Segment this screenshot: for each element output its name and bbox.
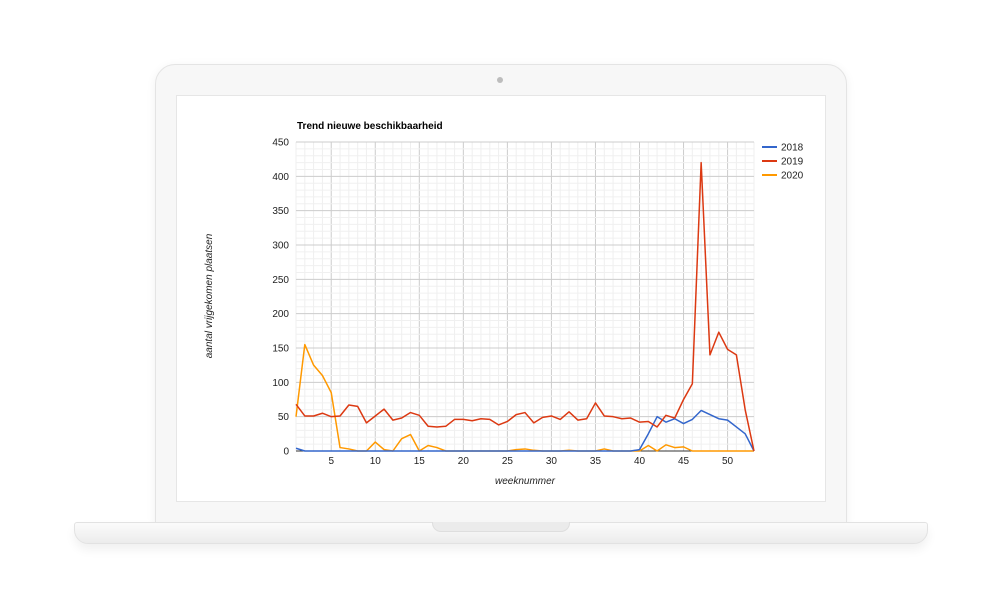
x-tick-label: 15 xyxy=(414,456,426,467)
x-tick-label: 35 xyxy=(590,456,602,467)
legend-label-2018: 2018 xyxy=(781,143,804,154)
y-tick-label: 150 xyxy=(272,344,289,355)
x-tick-label: 25 xyxy=(502,456,514,467)
series-line-2018 xyxy=(295,409,755,452)
series-lines xyxy=(295,161,755,452)
y-tick-label: 0 xyxy=(283,447,289,458)
x-axis-ticks: 5 10 15 20 25 30 35 40 45 50 xyxy=(328,456,733,467)
x-tick-label: 20 xyxy=(458,456,470,467)
x-tick-label: 45 xyxy=(678,456,690,467)
legend-label-2020: 2020 xyxy=(781,171,804,182)
y-tick-label: 350 xyxy=(272,206,289,217)
grid xyxy=(295,141,755,452)
legend: 2018 2019 2020 xyxy=(762,143,804,182)
y-tick-label: 200 xyxy=(272,309,289,320)
y-tick-label: 300 xyxy=(272,241,289,252)
y-tick-label: 50 xyxy=(278,412,290,423)
camera-icon xyxy=(497,77,503,83)
y-tick-label: 250 xyxy=(272,275,289,286)
x-tick-label: 50 xyxy=(722,456,734,467)
y-tick-label: 400 xyxy=(272,172,289,183)
x-tick-label: 10 xyxy=(370,456,382,467)
y-tick-label: 450 xyxy=(272,138,289,149)
x-axis-title: weeknummer xyxy=(495,476,556,487)
series-line-2019 xyxy=(295,161,755,452)
chart-title: Trend nieuwe beschikbaarheid xyxy=(297,121,443,132)
x-tick-label: 30 xyxy=(546,456,558,467)
y-axis-ticks: 0 50 100 150 200 250 300 350 400 450 xyxy=(272,138,289,458)
y-tick-label: 100 xyxy=(272,378,289,389)
x-tick-label: 40 xyxy=(634,456,646,467)
x-tick-label: 5 xyxy=(328,456,334,467)
legend-label-2019: 2019 xyxy=(781,157,804,168)
series-line-2020 xyxy=(295,343,754,452)
y-axis-title: aantal vrijgekomen plaatsen xyxy=(204,233,215,358)
